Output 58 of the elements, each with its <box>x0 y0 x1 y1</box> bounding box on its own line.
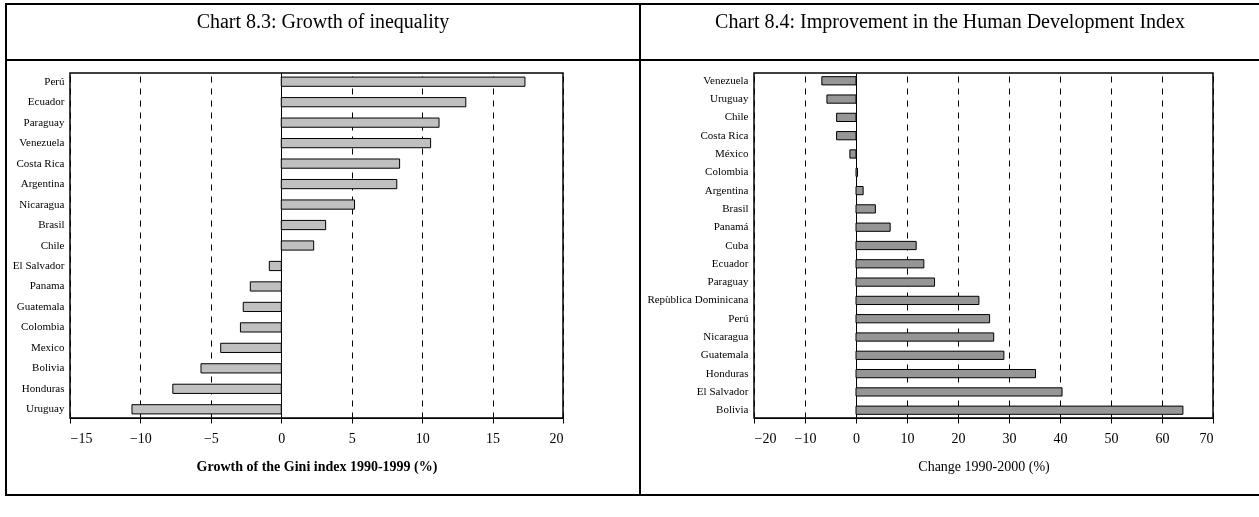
x-axis-title: Change 1990-2000 (%) <box>918 458 1051 475</box>
y-tick-label: Guatemala <box>16 299 65 312</box>
y-tick-label: Repùblica Dominicana <box>647 293 749 306</box>
x-tick-label: 50 <box>1104 430 1119 446</box>
y-tick-label: Colombia <box>21 320 65 333</box>
y-tick-label: Honduras <box>705 366 749 379</box>
y-tick-label: Honduras <box>21 381 65 394</box>
x-tick-label: 5 <box>348 430 356 446</box>
x-tick-label: 60 <box>1155 430 1170 446</box>
y-tick-label: Bolivia <box>716 403 749 416</box>
y-tick-label: Uruguay <box>710 92 749 105</box>
x-tick-label: 30 <box>1002 430 1017 446</box>
y-tick-label: Uruguay <box>26 402 65 415</box>
y-tick-label: Chile <box>724 110 749 123</box>
y-tick-label: Perú <box>728 311 749 324</box>
y-tick-label: Venezuela <box>703 73 749 86</box>
x-tick-label: 10 <box>415 430 430 446</box>
x-tick-label: −20 <box>754 430 777 446</box>
chart-title: Chart 8.4: Improvement in the Human Development Index <box>641 5 1259 61</box>
y-tick-label: Costa Rica <box>16 156 65 169</box>
y-tick-label: Brasil <box>38 218 65 231</box>
y-tick-label: Cuba <box>725 238 749 251</box>
y-tick-label: Costa Rica <box>700 128 749 141</box>
x-tick-label: 20 <box>549 430 564 446</box>
y-tick-label: Argentina <box>20 177 65 190</box>
y-tick-label: Perú <box>44 74 65 87</box>
x-tick-label: 0 <box>278 430 286 446</box>
x-tick-label: 70 <box>1199 430 1214 446</box>
x-axis-title: Growth of the Gini index 1990-1999 (%) <box>196 458 438 475</box>
y-tick-label: Paraguay <box>23 115 65 128</box>
x-tick-label: 0 <box>853 430 860 446</box>
y-tick-label: El Salvador <box>12 258 65 271</box>
y-tick-label: Ecuador <box>711 256 749 269</box>
y-tick-label: Colombia <box>705 165 749 178</box>
y-tick-label: Chile <box>40 238 65 251</box>
x-tick-label: 20 <box>951 430 966 446</box>
y-tick-label: Panama <box>29 279 65 292</box>
y-tick-label: Guatemala <box>700 348 749 361</box>
y-tick-label: Venezuela <box>19 136 65 149</box>
x-tick-label: −10 <box>794 430 817 446</box>
chart-title: Chart 8.3: Growth of inequality <box>7 5 639 61</box>
y-tick-label: Nicaragua <box>19 197 65 210</box>
y-tick-label: Argentina <box>704 183 749 196</box>
x-tick-label: 40 <box>1053 430 1068 446</box>
y-tick-label: México <box>714 146 749 159</box>
y-tick-label: Bolivia <box>32 361 65 374</box>
y-tick-label: Paraguay <box>707 275 749 288</box>
x-tick-label: −5 <box>203 430 219 446</box>
y-tick-label: Panamá <box>713 220 749 233</box>
y-tick-label: Brasil <box>722 201 749 214</box>
y-tick-label: Ecuador <box>27 95 65 108</box>
y-tick-label: Nicaragua <box>703 330 749 343</box>
x-tick-label: 15 <box>486 430 501 446</box>
y-tick-label: El Salvador <box>696 384 749 397</box>
x-tick-label: −10 <box>129 430 152 446</box>
x-tick-label: 10 <box>900 430 915 446</box>
y-tick-label: Mexico <box>30 340 65 353</box>
x-tick-label: −15 <box>70 430 93 446</box>
